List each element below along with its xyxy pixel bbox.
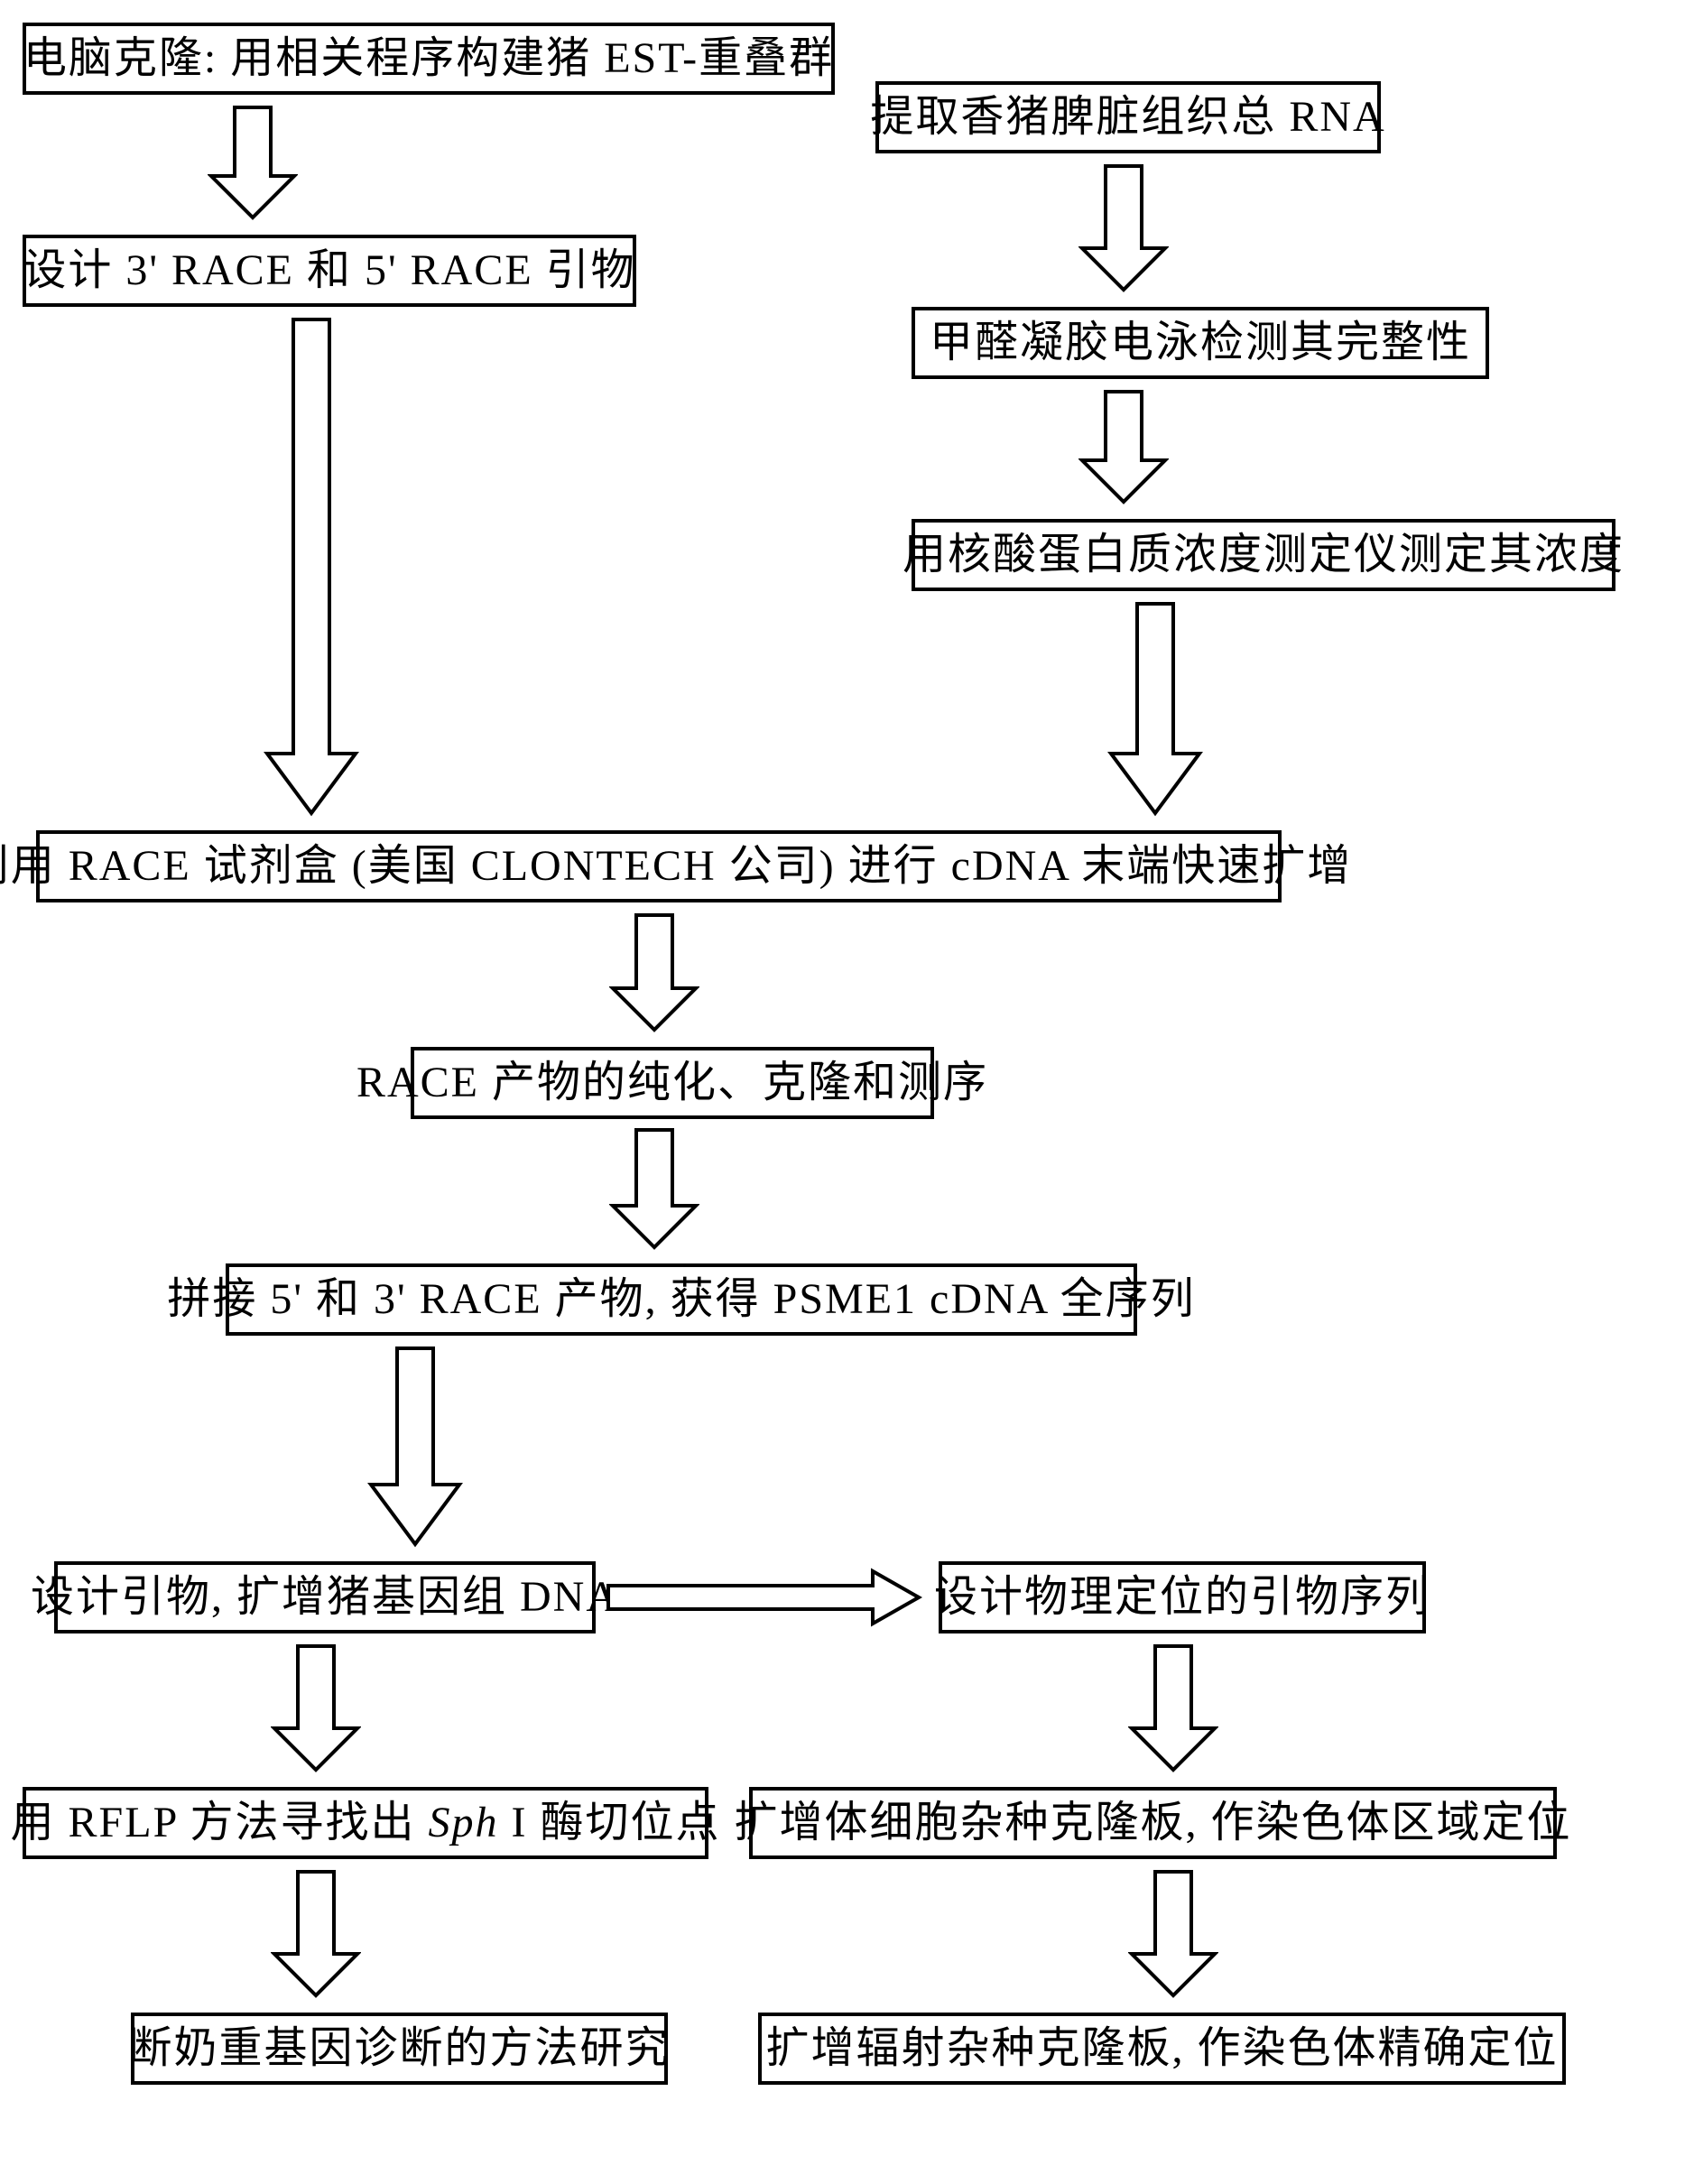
flow-node-label: 设计引物, 扩增猪基因组 DNA: [31, 1569, 619, 1625]
arrow-down-icon: [1128, 1868, 1218, 1999]
flow-node-label: 设计 3' RACE 和 5' RACE 引物: [23, 243, 635, 299]
flow-node-label: 设计物理定位的引物序列: [934, 1569, 1430, 1625]
flow-node-n13: 断奶重基因诊断的方法研究: [131, 2013, 668, 2085]
flow-node-label: 电脑克隆: 用相关程序构建猪 EST-重叠群: [23, 31, 834, 87]
flow-node-label: 提取香猪脾脏组织总 RNA: [870, 89, 1385, 145]
flow-node-label: 用 RFLP 方法寻找出 Sph I 酶切位点: [11, 1795, 721, 1851]
arrow-down-icon: [609, 1126, 699, 1251]
flow-node-n5: 用核酸蛋白质浓度测定仪测定其浓度: [912, 519, 1615, 591]
flow-node-n9: 设计引物, 扩增猪基因组 DNA: [54, 1561, 596, 1633]
flow-node-label: 拼接 5' 和 3' RACE 产物, 获得 PSME1 cDNA 全序列: [167, 1272, 1195, 1328]
arrow-down-long-icon: [262, 316, 361, 817]
arrow-down-icon: [208, 104, 298, 221]
flow-node-n12: 扩增体细胞杂种克隆板, 作染色体区域定位: [749, 1787, 1557, 1859]
flow-node-n8: 拼接 5' 和 3' RACE 产物, 获得 PSME1 cDNA 全序列: [226, 1263, 1137, 1336]
arrow-down-long-icon: [1106, 600, 1205, 817]
flow-node-label: 扩增体细胞杂种克隆板, 作染色体区域定位: [735, 1795, 1572, 1851]
arrow-down-icon: [1078, 162, 1169, 293]
arrow-down-icon: [1128, 1643, 1218, 1773]
arrow-right-icon: [605, 1566, 922, 1629]
flow-node-n14: 扩增辐射杂种克隆板, 作染色体精确定位: [758, 2013, 1566, 2085]
flow-node-n3: 设计 3' RACE 和 5' RACE 引物: [23, 235, 636, 307]
flow-node-n1: 电脑克隆: 用相关程序构建猪 EST-重叠群: [23, 23, 835, 95]
flow-node-label: RACE 产物的纯化、克隆和测序: [356, 1055, 988, 1111]
flow-node-n2: 提取香猪脾脏组织总 RNA: [875, 81, 1381, 153]
arrow-down-long-icon: [366, 1345, 465, 1548]
flow-node-label: 断奶重基因诊断的方法研究: [129, 2021, 671, 2077]
flow-node-n11: 用 RFLP 方法寻找出 Sph I 酶切位点: [23, 1787, 708, 1859]
arrow-down-icon: [271, 1643, 361, 1773]
arrow-down-icon: [1078, 388, 1169, 505]
flow-node-label: 甲醛凝胶电泳检测其完整性: [930, 315, 1471, 371]
flow-node-label: 用核酸蛋白质浓度测定仪测定其浓度: [903, 527, 1625, 583]
flow-node-n10: 设计物理定位的引物序列: [939, 1561, 1426, 1633]
flow-node-label: 利用 RACE 试剂盒 (美国 CLONTECH 公司) 进行 cDNA 末端快…: [0, 838, 1352, 894]
flow-node-n6: 利用 RACE 试剂盒 (美国 CLONTECH 公司) 进行 cDNA 末端快…: [36, 830, 1282, 902]
arrow-down-icon: [271, 1868, 361, 1999]
arrow-down-icon: [609, 912, 699, 1033]
flow-node-label: 扩增辐射杂种克隆板, 作染色体精确定位: [766, 2021, 1559, 2077]
flow-node-n4: 甲醛凝胶电泳检测其完整性: [912, 307, 1489, 379]
flow-node-n7: RACE 产物的纯化、克隆和测序: [411, 1047, 934, 1119]
